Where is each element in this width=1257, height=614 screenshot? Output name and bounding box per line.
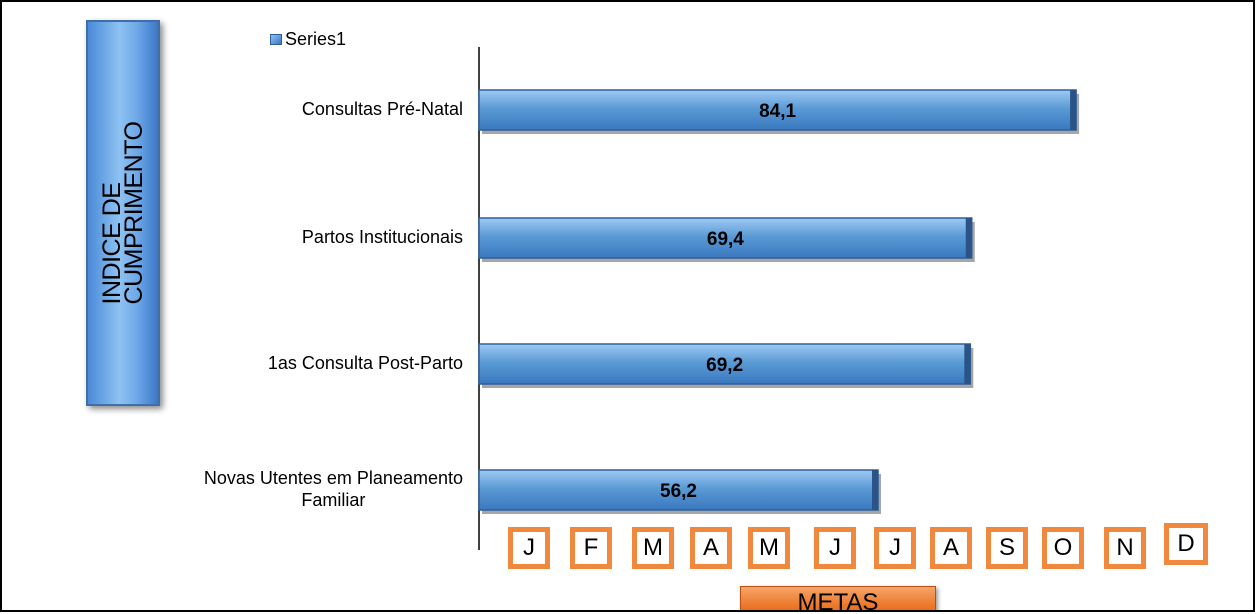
- month-box[interactable]: S: [986, 527, 1028, 569]
- month-box[interactable]: J: [508, 527, 550, 569]
- category-label-line: Partos Institucionais: [301, 227, 463, 247]
- month-box[interactable]: M: [748, 527, 790, 569]
- bar-end-bevel: [965, 218, 972, 258]
- bar-value-label: 84,1: [759, 101, 796, 122]
- category-label-line: Novas Utentes em Planeamento: [203, 468, 463, 488]
- month-box[interactable]: D: [1164, 523, 1208, 565]
- metas-button[interactable]: METAS: [740, 586, 936, 610]
- month-box[interactable]: J: [874, 527, 916, 569]
- bar-rect: [478, 343, 972, 385]
- category-label: Consultas Pré-Natal: [302, 98, 463, 120]
- category-label-line: 1as Consulta Post-Parto: [267, 353, 463, 373]
- category-label-line: Familiar: [301, 490, 366, 510]
- bar-value-label: 56,2: [660, 481, 697, 502]
- bar-end-bevel: [872, 470, 879, 510]
- category-label: Novas Utentes em Planeamento Familiar: [204, 467, 463, 511]
- bar-end-bevel: [964, 344, 971, 384]
- legend: Series1: [270, 29, 346, 50]
- side-label-box: INDICE DE CUMPRIMENTO: [86, 20, 160, 406]
- bar-value-label: 69,4: [707, 229, 744, 250]
- category-label: Partos Institucionais: [302, 226, 463, 248]
- bar-rect: [478, 89, 1077, 131]
- month-box[interactable]: A: [690, 527, 732, 569]
- month-box[interactable]: J: [814, 527, 856, 569]
- legend-series-name: Series1: [285, 29, 347, 49]
- month-box[interactable]: F: [570, 527, 612, 569]
- bar-end-bevel: [1070, 90, 1077, 130]
- category-label-line: Consultas Pré-Natal: [301, 99, 463, 119]
- bar-2: 69,4: [478, 217, 975, 262]
- bar-rect: [478, 217, 973, 259]
- bar-4: 56,2: [478, 469, 882, 514]
- bar-3: 69,2: [478, 343, 974, 388]
- bar-1: 84,1: [478, 89, 1080, 134]
- month-box[interactable]: N: [1104, 527, 1146, 569]
- bar-value-label: 69,2: [706, 355, 743, 376]
- month-box[interactable]: A: [930, 527, 972, 569]
- month-box[interactable]: O: [1042, 527, 1084, 569]
- legend-swatch: [270, 34, 282, 45]
- month-box[interactable]: M: [632, 527, 674, 569]
- category-label: 1as Consulta Post-Parto: [268, 352, 463, 374]
- bar-rect: [478, 469, 879, 511]
